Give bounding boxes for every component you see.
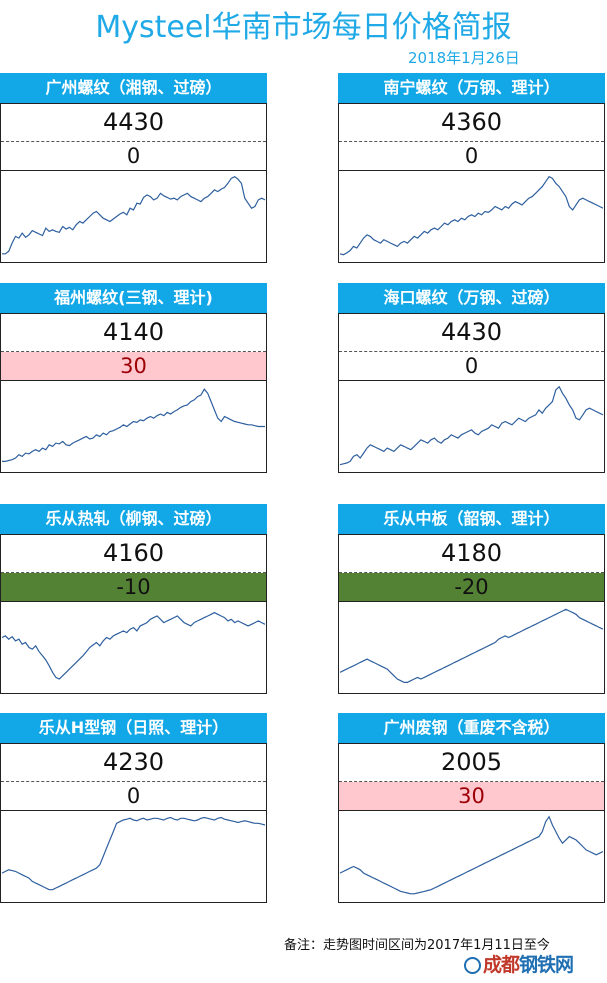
price-value: 4230 [1,743,266,782]
price-card: 广州废钢（重废不含税） 2005 30 [338,713,605,903]
trend-line [1,611,266,680]
trend-line [339,815,604,895]
price-value: 4430 [339,313,604,352]
trend-chart-svg [339,608,604,684]
price-change: -10 [1,573,266,601]
trend-chart [1,380,266,472]
price-change: 30 [339,782,604,810]
price-change: -20 [339,573,604,601]
price-value: 4160 [1,534,266,573]
card-title: 乐从热轧（柳钢、过磅） [0,504,267,534]
logo-text-main: 成都 [483,954,520,976]
card-title: 乐从H型钢（日照、理计） [0,713,267,743]
price-value: 2005 [339,743,604,782]
footnote: 备注：走势图时间区间为2017年1月11日至今 [284,938,550,953]
trend-chart [339,810,604,902]
price-change: 0 [1,142,266,170]
logo-text-sub: 钢铁网 [519,954,574,976]
site-logo: 成都钢铁网 [464,950,574,977]
price-card: 乐从热轧（柳钢、过磅） 4160 -10 [0,504,267,694]
trend-line [339,385,604,466]
price-change: 30 [1,352,266,380]
trend-line [2,176,266,255]
trend-chart-svg [2,388,265,463]
trend-chart [339,380,604,472]
card-title: 海口螺纹（万钢、过磅） [338,283,605,313]
trend-chart-svg [1,611,266,680]
trend-line [2,388,265,463]
logo-globe-icon [464,957,481,974]
trend-chart [1,170,266,262]
price-value: 4360 [339,103,604,142]
card-title: 福州螺纹(三钢、理计) [0,283,267,313]
price-card: 乐从中板（韶钢、理计） 4180 -20 [338,504,605,694]
price-value: 4140 [1,313,266,352]
price-card: 南宁螺纹（万钢、理计） 4360 0 [338,73,605,263]
trend-chart [339,601,604,693]
card-title: 广州螺纹（湘钢、过磅） [0,73,267,103]
trend-chart [339,170,604,262]
price-card: 广州螺纹（湘钢、过磅） 4430 0 [0,73,267,263]
trend-chart-svg [2,176,266,255]
report-date: 2018年1月26日 [408,49,520,67]
price-change: 0 [339,142,604,170]
trend-line [339,608,604,684]
price-value: 4430 [1,103,266,142]
price-card: 海口螺纹（万钢、过磅） 4430 0 [338,283,605,473]
trend-line [1,816,266,891]
card-title: 乐从中板（韶钢、理计） [338,504,605,534]
card-title: 南宁螺纹（万钢、理计） [338,73,605,103]
trend-chart-svg [339,815,604,895]
trend-chart [1,601,266,693]
trend-chart [1,810,266,902]
trend-chart-svg [339,175,604,256]
page-title: Mysteel华南市场每日价格简报 [95,10,512,45]
price-change: 0 [339,352,604,380]
trend-chart-svg [1,816,266,891]
trend-line [339,175,604,256]
trend-chart-svg [339,385,604,466]
price-card: 乐从H型钢（日照、理计） 4230 0 [0,713,267,903]
card-title: 广州废钢（重废不含税） [338,713,605,743]
price-change: 0 [1,782,266,810]
price-card: 福州螺纹(三钢、理计) 4140 30 [0,283,267,473]
price-value: 4180 [339,534,604,573]
